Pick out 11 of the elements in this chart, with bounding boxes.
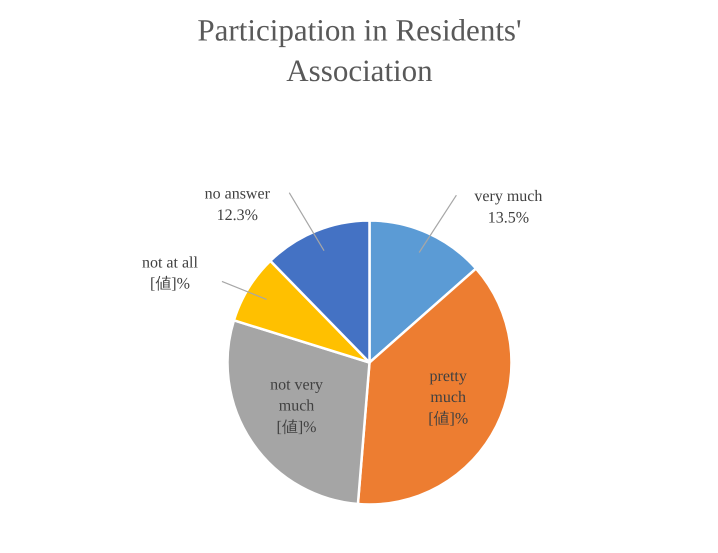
slice-label: very much <box>474 188 542 206</box>
slice-label: no answer <box>204 186 271 203</box>
data-label: 12.3% <box>216 206 258 224</box>
data-label: [値]% <box>276 418 317 436</box>
data-label: [値]% <box>150 276 190 293</box>
slice-label: pretty much <box>430 368 467 406</box>
data-label: 13.5% <box>488 209 530 226</box>
slice-label: not at all <box>142 254 198 272</box>
chart-title: Participation in Residents' Association <box>197 12 522 88</box>
slice-label: not very much <box>270 376 323 415</box>
data-label: [値]% <box>428 410 468 428</box>
